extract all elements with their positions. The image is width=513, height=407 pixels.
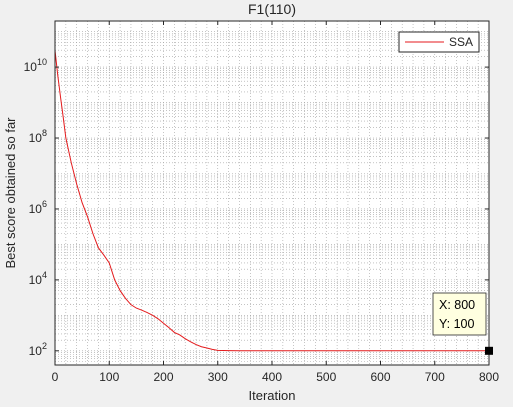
datatip-marker[interactable] <box>485 346 493 355</box>
y-tick-label: 108 <box>29 128 47 145</box>
x-tick-label: 100 <box>99 370 119 384</box>
y-axis: 102 104 106 108 1010 <box>24 57 489 358</box>
y-tick-label: 106 <box>29 199 47 216</box>
x-axis: 0 100 200 300 400 500 600 700 800 <box>52 21 499 384</box>
series-line-ssa <box>54 50 489 352</box>
x-tick-label: 200 <box>153 370 173 384</box>
datatip[interactable]: X: 800 Y: 100 <box>432 292 493 355</box>
x-tick-label: 700 <box>425 370 445 384</box>
legend: SSA <box>398 31 480 53</box>
y-tick-label: 104 <box>29 270 47 287</box>
x-tick-label: 500 <box>316 370 336 384</box>
x-tick-label: 0 <box>52 370 59 384</box>
x-tick-label: 400 <box>262 370 282 384</box>
y-axis-label: Best score obtained so far <box>3 117 18 269</box>
x-tick-label: 300 <box>208 370 228 384</box>
datatip-y-label: Y: 100 <box>439 317 474 331</box>
x-tick-label: 600 <box>370 370 390 384</box>
x-tick-label: 800 <box>479 370 499 384</box>
datatip-box <box>432 292 487 336</box>
legend-label-ssa: SSA <box>449 35 473 49</box>
y-tick-label: 102 <box>29 341 47 358</box>
series-layer <box>54 50 489 352</box>
y-tick-label: 1010 <box>24 57 47 74</box>
x-axis-label: Iteration <box>249 388 296 403</box>
datatip-x-label: X: 800 <box>439 298 475 312</box>
chart-title: F1(110) <box>248 1 296 17</box>
